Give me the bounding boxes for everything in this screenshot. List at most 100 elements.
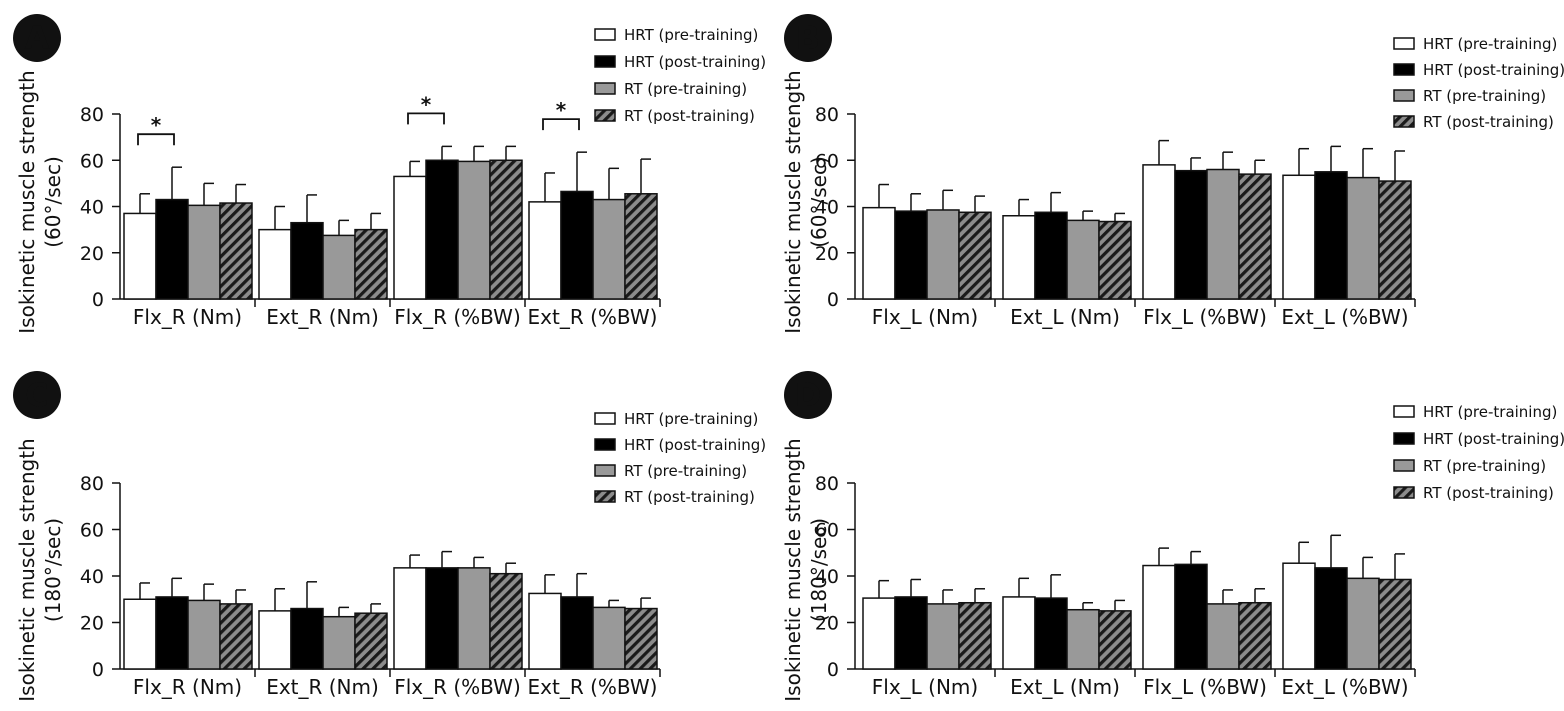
- legend-entry: RT (post-training): [594, 107, 755, 125]
- legend-swatch: [1393, 37, 1415, 50]
- bar: [123, 598, 157, 670]
- significance-star: *: [556, 98, 567, 122]
- x-category-label: Ext_R (%BW): [528, 305, 658, 329]
- bar: [322, 615, 356, 670]
- bar: [1174, 563, 1208, 670]
- legend-entry: RT (post-training): [1393, 113, 1554, 131]
- bar: [219, 202, 253, 300]
- significance-star: *: [421, 92, 432, 116]
- bar: [1002, 215, 1036, 300]
- legend-label: RT (post-training): [624, 107, 755, 125]
- bracket-line: [137, 133, 175, 146]
- bar: [219, 603, 253, 670]
- y-axis-label-unit: (60°/sec): [807, 156, 831, 248]
- bar: [1034, 211, 1068, 300]
- y-tick-label: 20: [80, 243, 104, 265]
- bar: [393, 175, 427, 300]
- x-category-label: Ext_L (Nm): [1010, 305, 1120, 329]
- bar: [560, 596, 594, 670]
- y-tick-label: 0: [827, 659, 839, 681]
- x-category-label: Flx_R (Nm): [133, 675, 242, 699]
- bar: [123, 212, 157, 300]
- legend-entry: RT (post-training): [1393, 484, 1554, 502]
- legend-label: RT (post-training): [624, 488, 755, 506]
- bar: [1282, 562, 1316, 670]
- legend-swatch: [594, 490, 616, 503]
- y-tick-label: 60: [80, 150, 104, 172]
- bar: [425, 159, 459, 300]
- x-category-label: Ext_R (Nm): [266, 675, 379, 699]
- bar: [624, 193, 658, 300]
- bar: [560, 190, 594, 300]
- legend-swatch: [594, 438, 616, 451]
- legend-swatch: [1393, 89, 1415, 102]
- bar: [425, 567, 459, 670]
- legend-entry: RT (pre-training): [1393, 87, 1546, 105]
- y-axis-label-unit: (180°/sec): [807, 518, 831, 622]
- y-axis-label-unit: (180°/sec): [41, 518, 65, 622]
- bar: [1238, 173, 1272, 300]
- legend-swatch: [1393, 115, 1415, 128]
- bar: [1378, 578, 1412, 670]
- x-category-label: Flx_R (%BW): [394, 675, 521, 699]
- bar: [926, 209, 960, 300]
- bar: [592, 606, 626, 670]
- bar: [1142, 564, 1176, 670]
- y-axis-label: Isokinetic muscle strength: [781, 438, 805, 701]
- panel-label-badge: C: [13, 371, 61, 419]
- legend-swatch: [1393, 459, 1415, 472]
- panel-c: C 0 20 40 60 80 Isokinetic muscle strength (180…: [13, 371, 766, 702]
- bar: [1174, 169, 1208, 300]
- x-category-label: Ext_R (Nm): [266, 305, 379, 329]
- bracket-line: [407, 112, 445, 125]
- legend-label: RT (pre-training): [1423, 87, 1546, 105]
- legend-swatch: [594, 109, 616, 122]
- bar: [1066, 219, 1100, 300]
- legend-label: RT (pre-training): [1423, 457, 1546, 475]
- x-category-label: Ext_L (%BW): [1281, 675, 1408, 699]
- legend-label: HRT (post-training): [624, 53, 766, 71]
- bar: [1002, 596, 1036, 670]
- legend-entry: HRT (pre-training): [594, 410, 758, 428]
- legend: HRT (pre-training) HRT (post-training) RT …: [1393, 403, 1564, 502]
- bar: [862, 597, 896, 670]
- y-tick-label: 0: [92, 659, 104, 681]
- legend-label: HRT (post-training): [1423, 430, 1564, 448]
- legend-label: HRT (post-training): [1423, 61, 1564, 79]
- y-tick-label: 60: [80, 520, 104, 542]
- panel-label-letter: D: [795, 376, 822, 414]
- panel-label-circle: [784, 14, 832, 62]
- legend-swatch: [594, 412, 616, 425]
- panel-label-letter: C: [25, 376, 48, 414]
- x-category-label: Ext_R (%BW): [528, 675, 658, 699]
- legend-swatch: [594, 82, 616, 95]
- y-tick-label: 40: [815, 566, 839, 588]
- bar: [958, 211, 992, 300]
- legend-label: HRT (post-training): [624, 436, 766, 454]
- y-axis-label-unit: (60°/sec): [41, 156, 65, 248]
- bar: [393, 567, 427, 670]
- bar: [1314, 567, 1348, 670]
- y-tick-label: 60: [815, 520, 839, 542]
- panel-label-circle: [13, 371, 61, 419]
- legend-entry: HRT (post-training): [594, 436, 766, 454]
- legend-swatch: [1393, 63, 1415, 76]
- bar: [1206, 603, 1240, 670]
- legend-entry: HRT (post-training): [1393, 61, 1564, 79]
- legend: HRT (pre-training) HRT (post-training) RT …: [1393, 35, 1564, 131]
- bar: [187, 204, 221, 300]
- y-axis-label: Isokinetic muscle strength: [781, 70, 805, 333]
- bar: [528, 201, 562, 300]
- legend-swatch: [1393, 486, 1415, 499]
- legend-entry: RT (post-training): [594, 488, 755, 506]
- legend-entry: HRT (post-training): [594, 53, 766, 71]
- y-tick-label: 40: [815, 197, 839, 219]
- legend-entry: HRT (pre-training): [594, 26, 758, 44]
- y-tick-label: 0: [827, 289, 839, 311]
- panel-a: A 0 20 40 60 80 Isokinetic muscle strength (60°…: [13, 14, 766, 334]
- y-tick-label: 40: [80, 197, 104, 219]
- bar: [489, 572, 523, 670]
- bar: [354, 228, 388, 300]
